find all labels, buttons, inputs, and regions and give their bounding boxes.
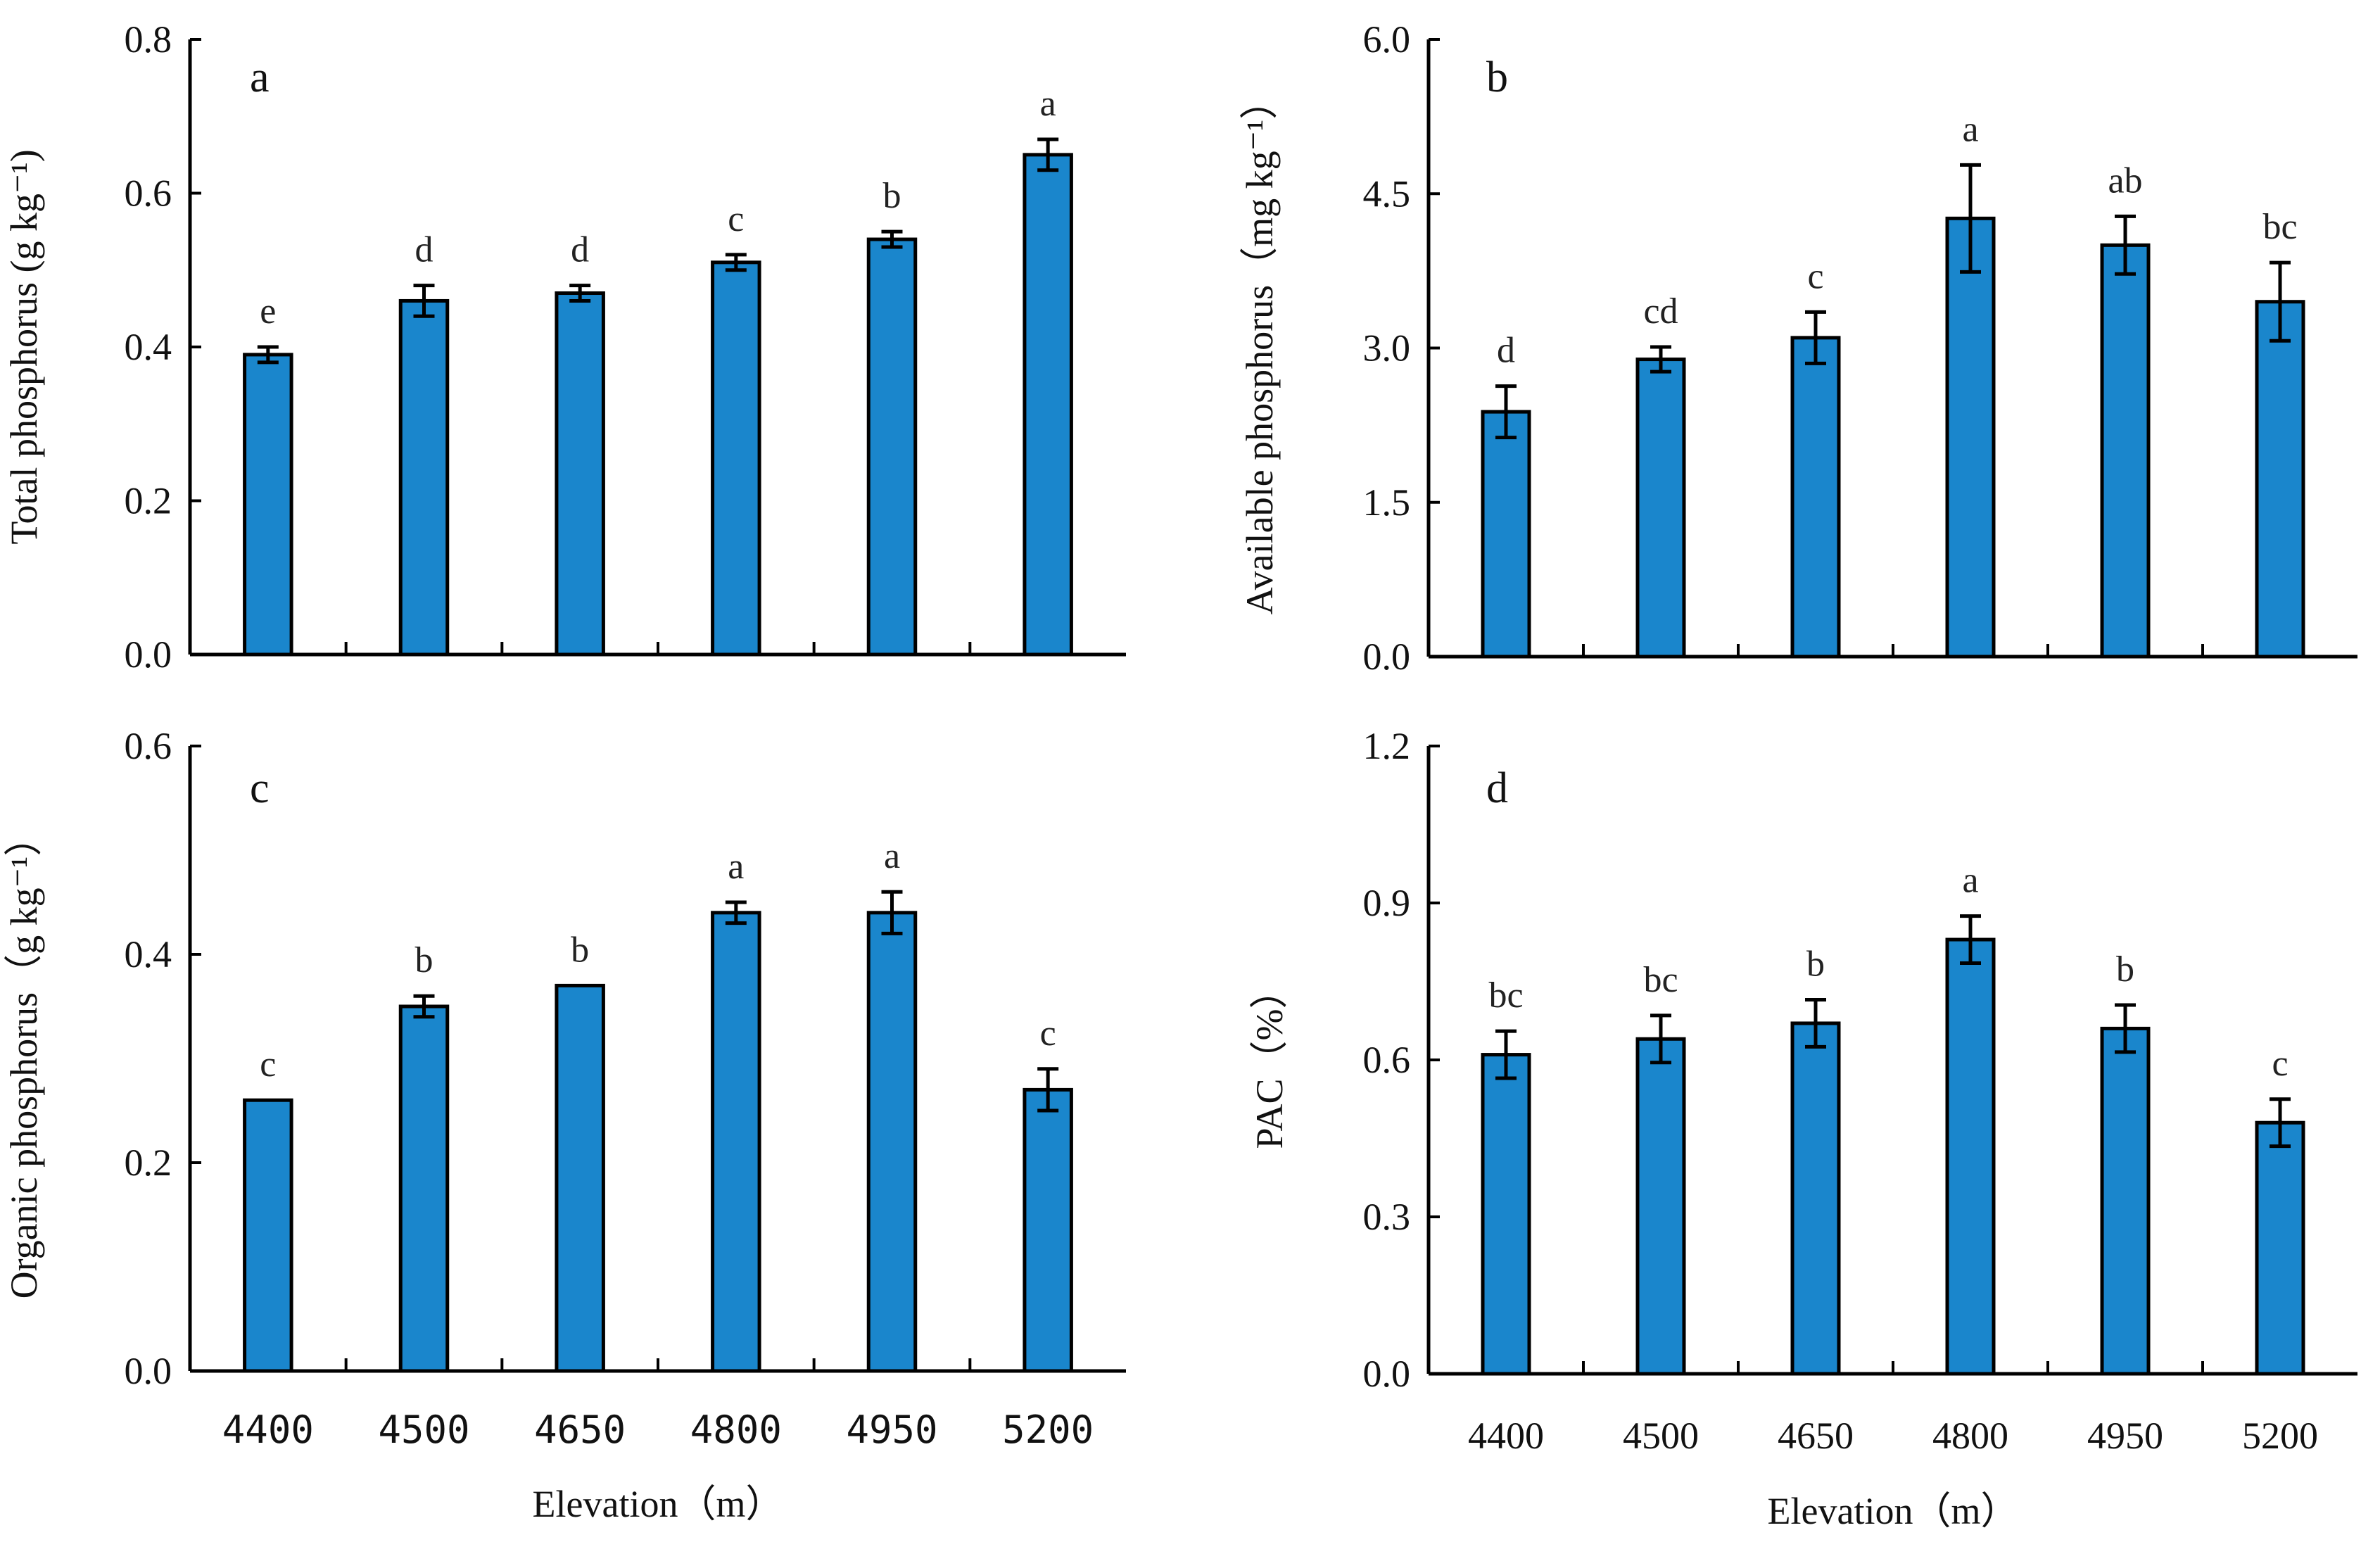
bar bbox=[711, 260, 761, 657]
bar bbox=[1790, 336, 1841, 659]
significance-letter: d bbox=[1497, 331, 1515, 371]
y-tick-label: 0.2 bbox=[125, 1142, 172, 1184]
y-tick-label: 4.5 bbox=[1363, 172, 1411, 215]
significance-letter: a bbox=[1962, 861, 1978, 901]
x-tick-label: 4800 bbox=[1932, 1415, 2008, 1457]
y-tick-label: 0.4 bbox=[125, 933, 172, 975]
bar bbox=[1945, 937, 1996, 1376]
bar bbox=[866, 237, 918, 657]
significance-letter: c bbox=[2272, 1044, 2288, 1084]
y-tick-label: 6.0 bbox=[1363, 18, 1411, 61]
panel-letter: b bbox=[1486, 53, 1508, 101]
bar bbox=[398, 1004, 450, 1373]
y-tick-label: 0.0 bbox=[1363, 1353, 1411, 1395]
x-axis-title: Elevation（m） bbox=[1768, 1490, 2019, 1532]
significance-letter: a bbox=[1040, 84, 1056, 124]
bar bbox=[1635, 358, 1686, 659]
significance-letter: b bbox=[883, 176, 901, 216]
panel-letter: a bbox=[250, 53, 270, 101]
bar bbox=[555, 291, 605, 657]
y-tick-label: 1.5 bbox=[1363, 481, 1411, 524]
y-axis-title: Organic phosphorus（g kg⁻¹） bbox=[3, 819, 45, 1299]
y-tick-label: 0.6 bbox=[125, 725, 172, 767]
significance-letter: b bbox=[571, 930, 589, 970]
x-tick-label: 4950 bbox=[2087, 1415, 2163, 1457]
y-axis-title: Total phosphorus (g kg⁻¹) bbox=[3, 149, 45, 544]
y-tick-label: 0.2 bbox=[125, 480, 172, 522]
significance-letter: a bbox=[1962, 109, 1978, 149]
x-tick-label: 4800 bbox=[690, 1408, 782, 1452]
panel-b: 0.0 1.5 3.0 4.5 6.0 d cd c a ab bc b Available phosp… bbox=[1239, 18, 2357, 678]
y-tick-label: 1.2 bbox=[1363, 725, 1411, 767]
x-tick-label: 4400 bbox=[222, 1408, 314, 1452]
y-tick-label: 0.0 bbox=[1363, 636, 1411, 678]
bar bbox=[2255, 300, 2305, 659]
y-tick-label: 0.0 bbox=[125, 633, 172, 676]
bar bbox=[2255, 1120, 2305, 1376]
panel-d: 0.0 0.3 0.6 0.9 1.2 bc 4400 bc 4500 b 4650 a 4800 b 49… bbox=[1248, 725, 2357, 1532]
y-tick-label: 0.4 bbox=[125, 326, 172, 368]
significance-letter: d bbox=[415, 230, 433, 270]
significance-letter: b bbox=[2116, 949, 2134, 990]
panel-letter: d bbox=[1486, 764, 1508, 812]
x-tick-label: 4500 bbox=[378, 1408, 469, 1452]
x-tick-label: 4950 bbox=[846, 1408, 937, 1452]
significance-letter: c bbox=[260, 1044, 276, 1085]
x-tick-label: 4650 bbox=[534, 1408, 626, 1452]
significance-letter: a bbox=[884, 836, 900, 876]
significance-letter: bc bbox=[1488, 975, 1523, 1016]
significance-letter: c bbox=[1807, 256, 1823, 296]
y-tick-label: 0.0 bbox=[125, 1350, 172, 1392]
bar bbox=[2100, 1026, 2151, 1376]
significance-letter: a bbox=[728, 847, 744, 887]
y-tick-label: 0.6 bbox=[125, 172, 172, 215]
y-axis-title: PAC（%） bbox=[1248, 971, 1291, 1149]
panel-a: 0.0 0.2 0.4 0.6 0.8 e d d c b a a Total phosphorus (… bbox=[3, 18, 1126, 676]
bar bbox=[555, 983, 605, 1373]
y-axis-title: Available phosphorus（mg kg⁻¹） bbox=[1239, 82, 1281, 615]
bar bbox=[1023, 153, 1073, 657]
x-tick-label: 5200 bbox=[1002, 1408, 1094, 1452]
significance-letter: b bbox=[1806, 944, 1825, 985]
significance-letter: ab bbox=[2108, 160, 2142, 201]
bar bbox=[243, 353, 293, 657]
significance-letter: c bbox=[728, 199, 744, 239]
bar bbox=[1635, 1037, 1686, 1376]
y-tick-label: 3.0 bbox=[1363, 327, 1411, 369]
bar bbox=[1945, 216, 1996, 659]
y-tick-label: 0.3 bbox=[1363, 1196, 1411, 1238]
significance-letter: c bbox=[1040, 1013, 1056, 1054]
significance-letter: bc bbox=[1643, 960, 1678, 1000]
y-tick-label: 0.8 bbox=[125, 18, 172, 61]
y-tick-label: 0.6 bbox=[1363, 1039, 1411, 1081]
bar bbox=[711, 911, 761, 1373]
significance-letter: d bbox=[571, 230, 589, 270]
y-tick-label: 0.9 bbox=[1363, 882, 1411, 924]
bar bbox=[1023, 1087, 1073, 1373]
bar bbox=[1481, 1053, 1531, 1376]
x-tick-label: 4650 bbox=[1778, 1415, 1854, 1457]
significance-letter: b bbox=[415, 940, 433, 980]
significance-letter: bc bbox=[2262, 207, 2297, 247]
bar bbox=[398, 298, 450, 657]
panel-letter: c bbox=[250, 764, 270, 812]
x-tick-label: 4500 bbox=[1623, 1415, 1699, 1457]
x-tick-label: 5200 bbox=[2242, 1415, 2318, 1457]
panel-c: 0.0 0.2 0.4 0.6 c 4400 b 4500 b 4650 a 4800 a 4950 c 52… bbox=[3, 725, 1126, 1525]
bar bbox=[2100, 243, 2151, 659]
significance-letter: cd bbox=[1643, 291, 1678, 331]
bar bbox=[866, 911, 918, 1373]
significance-letter: e bbox=[260, 291, 276, 331]
bar bbox=[1790, 1021, 1841, 1376]
bar bbox=[243, 1098, 293, 1373]
x-tick-label: 4400 bbox=[1468, 1415, 1544, 1457]
x-axis-title: Elevation（m） bbox=[533, 1483, 784, 1525]
bar bbox=[1481, 410, 1531, 659]
